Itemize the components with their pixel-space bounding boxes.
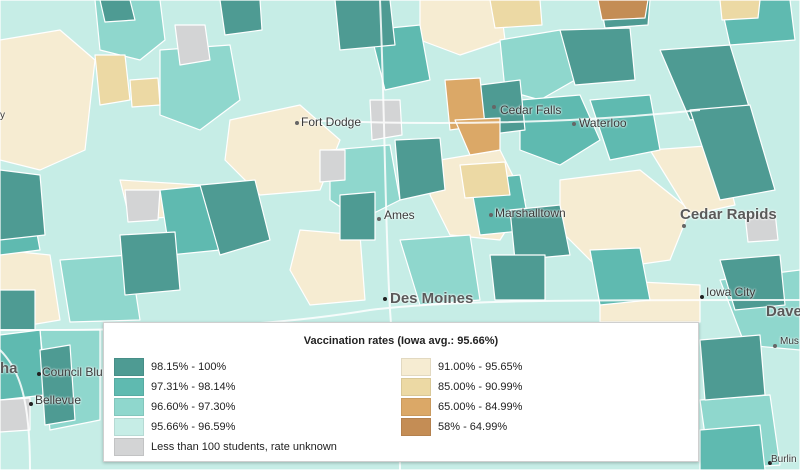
legend-item-97-98: 97.31% - 98.14% [114, 378, 235, 396]
city-dot-waterloo [572, 122, 576, 126]
legend-item-91-95: 91.00% - 95.65% [401, 358, 522, 376]
legend-item-95-96: 95.66% - 96.59% [114, 418, 235, 436]
city-dot-des-moines [383, 297, 387, 301]
city-label-council-bluffs: Council Bluff [42, 365, 104, 379]
city-label-des-moines: Des Moines [390, 290, 474, 307]
city-label-fort-dodge: Fort Dodge [301, 115, 362, 129]
legend-item-unknown: Less than 100 students, rate unknown [114, 438, 337, 456]
legend-label: 58% - 64.99% [438, 421, 508, 433]
city-dot-cedar-falls [492, 105, 496, 109]
legend-title: Vaccination rates (Iowa avg.: 95.66%) [303, 335, 499, 347]
city-label-waterloo: Waterloo [579, 116, 627, 130]
legend-label: 97.31% - 98.14% [151, 381, 236, 393]
legend-swatch [114, 378, 144, 396]
legend-label: 95.66% - 96.59% [151, 421, 236, 433]
legend-swatch [401, 378, 431, 396]
city-label-ames: Ames [384, 208, 415, 222]
legend-label: Less than 100 students, rate unknown [151, 441, 337, 453]
city-label-omaha-partial: ha [0, 360, 18, 377]
legend-item-85-90: 85.00% - 90.99% [401, 378, 522, 396]
city-dot-marshalltown [489, 213, 493, 217]
legend-swatch [401, 398, 431, 416]
legend-item-65-84: 65.00% - 84.99% [401, 398, 522, 416]
city-dot-burlington [768, 461, 772, 465]
city-label-burlington-partial: Burlin [771, 454, 797, 465]
city-dot-council-bluffs [37, 372, 41, 376]
map-legend: Vaccination rates (Iowa avg.: 95.66%) 98… [103, 322, 699, 462]
city-dot-muscatine [773, 344, 777, 348]
city-label-marshalltown: Marshalltown [495, 206, 566, 220]
city-dot-iowa-city [700, 295, 704, 299]
city-dot-ames [377, 217, 381, 221]
legend-swatch [114, 418, 144, 436]
legend-label: 98.15% - 100% [151, 361, 227, 373]
city-dot-fort-dodge [295, 121, 299, 125]
legend-item-96-97: 96.60% - 97.30% [114, 398, 235, 416]
legend-swatch [401, 418, 431, 436]
city-label-cedar-rapids: Cedar Rapids [680, 206, 777, 223]
legend-swatch [401, 358, 431, 376]
legend-swatch [114, 358, 144, 376]
legend-swatch [114, 398, 144, 416]
legend-label: 65.00% - 84.99% [438, 401, 523, 413]
legend-label: 85.00% - 90.99% [438, 381, 523, 393]
city-label-cedar-falls: Cedar Falls [500, 103, 562, 117]
city-dot-bellevue [29, 402, 33, 406]
city-label-iowa-city: Iowa City [706, 285, 756, 299]
legend-label: 91.00% - 95.65% [438, 361, 523, 373]
city-dot-cedar-rapids [682, 224, 686, 228]
legend-swatch [114, 438, 144, 456]
city-label-bellevue: Bellevue [35, 393, 82, 407]
legend-label: 96.60% - 97.30% [151, 401, 236, 413]
city-label-left-edge-partial: y [0, 110, 5, 121]
city-label-muscatine-partial: Mus [780, 336, 799, 347]
legend-item-98-100: 98.15% - 100% [114, 358, 226, 376]
city-label-davenport-partial: Dave [766, 303, 800, 320]
legend-item-58-64: 58% - 64.99% [401, 418, 507, 436]
